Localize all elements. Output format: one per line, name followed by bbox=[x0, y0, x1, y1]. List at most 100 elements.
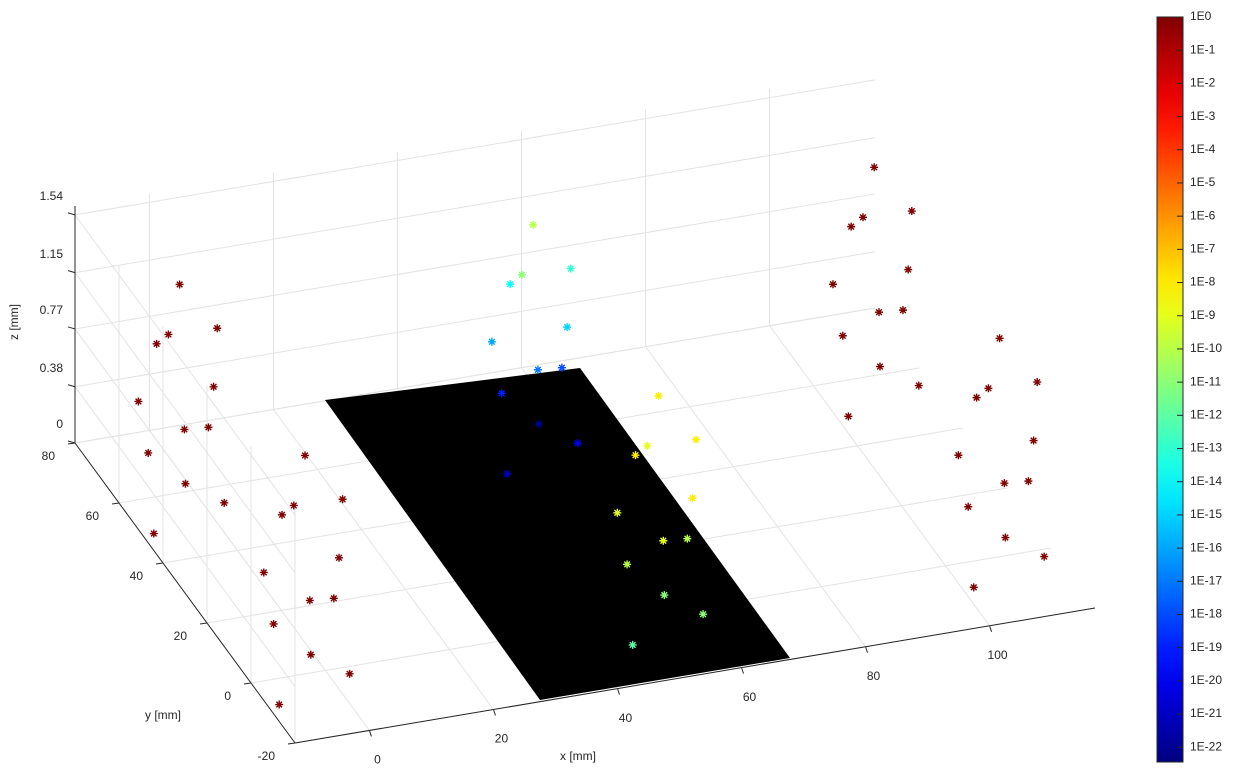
x-tick bbox=[865, 646, 869, 653]
x-tick bbox=[492, 709, 496, 716]
y-tick-label: 40 bbox=[130, 569, 144, 583]
z-tick-label: 1.15 bbox=[40, 247, 64, 261]
colorbar-tick-label: 1E-12 bbox=[1190, 408, 1222, 422]
point bbox=[1033, 378, 1042, 387]
colorbar-tick-label: 1E-3 bbox=[1190, 109, 1216, 123]
x-tick-label: 20 bbox=[495, 732, 509, 746]
point bbox=[306, 650, 315, 659]
point bbox=[969, 583, 978, 592]
point bbox=[972, 393, 981, 402]
y-tick bbox=[199, 622, 208, 625]
colorbar-tick-label: 1E-21 bbox=[1190, 706, 1222, 720]
colorbar-tick-label: 1E-16 bbox=[1190, 540, 1222, 554]
point bbox=[1024, 477, 1033, 486]
point bbox=[289, 501, 298, 510]
y-tick-label: 80 bbox=[42, 449, 56, 463]
colorbar-tick-label: 1E-4 bbox=[1190, 142, 1216, 156]
x-tick bbox=[741, 667, 744, 674]
x-tick bbox=[617, 688, 620, 695]
point bbox=[180, 425, 189, 434]
point bbox=[278, 510, 287, 519]
point bbox=[573, 439, 582, 448]
point bbox=[204, 423, 213, 432]
point bbox=[487, 337, 496, 346]
colorbar-tick-label: 1E-13 bbox=[1190, 441, 1222, 455]
point bbox=[907, 207, 916, 216]
z-tick bbox=[67, 270, 76, 274]
colorbar-tick-label: 1E-18 bbox=[1190, 607, 1222, 621]
point bbox=[1001, 533, 1010, 542]
point bbox=[220, 498, 229, 507]
z-tick bbox=[67, 440, 76, 444]
y-axis-label: y [mm] bbox=[145, 708, 181, 722]
point bbox=[623, 560, 632, 569]
y-tick-label: 20 bbox=[174, 629, 188, 643]
colorbar-tick-label: 1E-19 bbox=[1190, 640, 1222, 654]
grid-layer: 0 20 40 60 80 100 -20 0 20 40 60 80 0 0.38 0.77 1.15 1.5… bbox=[40, 79, 1096, 767]
colorbar-tick-label: 1E-6 bbox=[1190, 208, 1216, 222]
point bbox=[858, 213, 867, 222]
x-tick bbox=[368, 730, 372, 737]
point bbox=[338, 495, 347, 504]
point bbox=[628, 640, 637, 649]
colorbar-tick-label: 1E-8 bbox=[1190, 275, 1216, 289]
point bbox=[659, 536, 668, 545]
point bbox=[1040, 552, 1049, 561]
z-tick-label: 0 bbox=[56, 417, 63, 431]
point bbox=[275, 700, 284, 709]
point bbox=[213, 324, 222, 333]
colorbar-tick-label: 1E-2 bbox=[1190, 76, 1216, 90]
point bbox=[529, 220, 538, 229]
colorbar-tick-label: 1E-5 bbox=[1190, 175, 1216, 189]
z-tick bbox=[67, 326, 76, 330]
y-tick-label: 0 bbox=[224, 689, 231, 703]
point bbox=[904, 265, 913, 274]
point bbox=[269, 619, 278, 628]
point bbox=[838, 331, 847, 340]
x-axis bbox=[294, 607, 1096, 744]
point bbox=[660, 591, 669, 600]
point bbox=[149, 529, 158, 538]
point bbox=[152, 339, 161, 348]
point bbox=[984, 384, 993, 393]
point bbox=[1029, 436, 1038, 445]
colorbar-tick-label: 1E-22 bbox=[1190, 739, 1222, 753]
x-tick-label: 80 bbox=[867, 669, 881, 683]
point bbox=[954, 451, 963, 460]
point bbox=[566, 264, 575, 273]
point bbox=[305, 596, 314, 605]
point bbox=[164, 330, 173, 339]
x-grid-line bbox=[148, 193, 370, 731]
point bbox=[870, 163, 879, 172]
point bbox=[844, 412, 853, 421]
point bbox=[175, 280, 184, 289]
y-tick bbox=[155, 562, 164, 565]
point bbox=[643, 441, 652, 450]
z-tick bbox=[67, 384, 76, 388]
z-tick-label: 1.54 bbox=[40, 189, 64, 203]
point bbox=[503, 469, 512, 478]
x-tick-label: 0 bbox=[374, 753, 381, 767]
point bbox=[964, 502, 973, 511]
z-tick-label: 0.77 bbox=[40, 303, 64, 317]
y-tick-label: 60 bbox=[86, 509, 100, 523]
z-axis-label: z [mm] bbox=[7, 304, 21, 340]
colorbar-tick-label: 1E-11 bbox=[1190, 374, 1221, 388]
point bbox=[874, 308, 883, 317]
x-axis-label: x [mm] bbox=[560, 749, 596, 763]
point bbox=[914, 381, 923, 390]
point bbox=[506, 280, 515, 289]
point bbox=[995, 334, 1004, 343]
colorbar-tick-label: 1E-14 bbox=[1190, 474, 1222, 488]
x-tick-label: 100 bbox=[988, 648, 1008, 662]
y-tick bbox=[287, 742, 296, 745]
y-tick bbox=[111, 502, 120, 505]
z-tick-label: 0.38 bbox=[40, 361, 64, 375]
colorbar-tick-label: 1E0 bbox=[1190, 9, 1212, 23]
colorbar-tick-label: 1E-7 bbox=[1190, 242, 1216, 256]
point bbox=[699, 610, 708, 619]
point bbox=[329, 594, 338, 603]
colorbar-tick-label: 1E-9 bbox=[1190, 308, 1216, 322]
y-axis bbox=[74, 442, 296, 744]
